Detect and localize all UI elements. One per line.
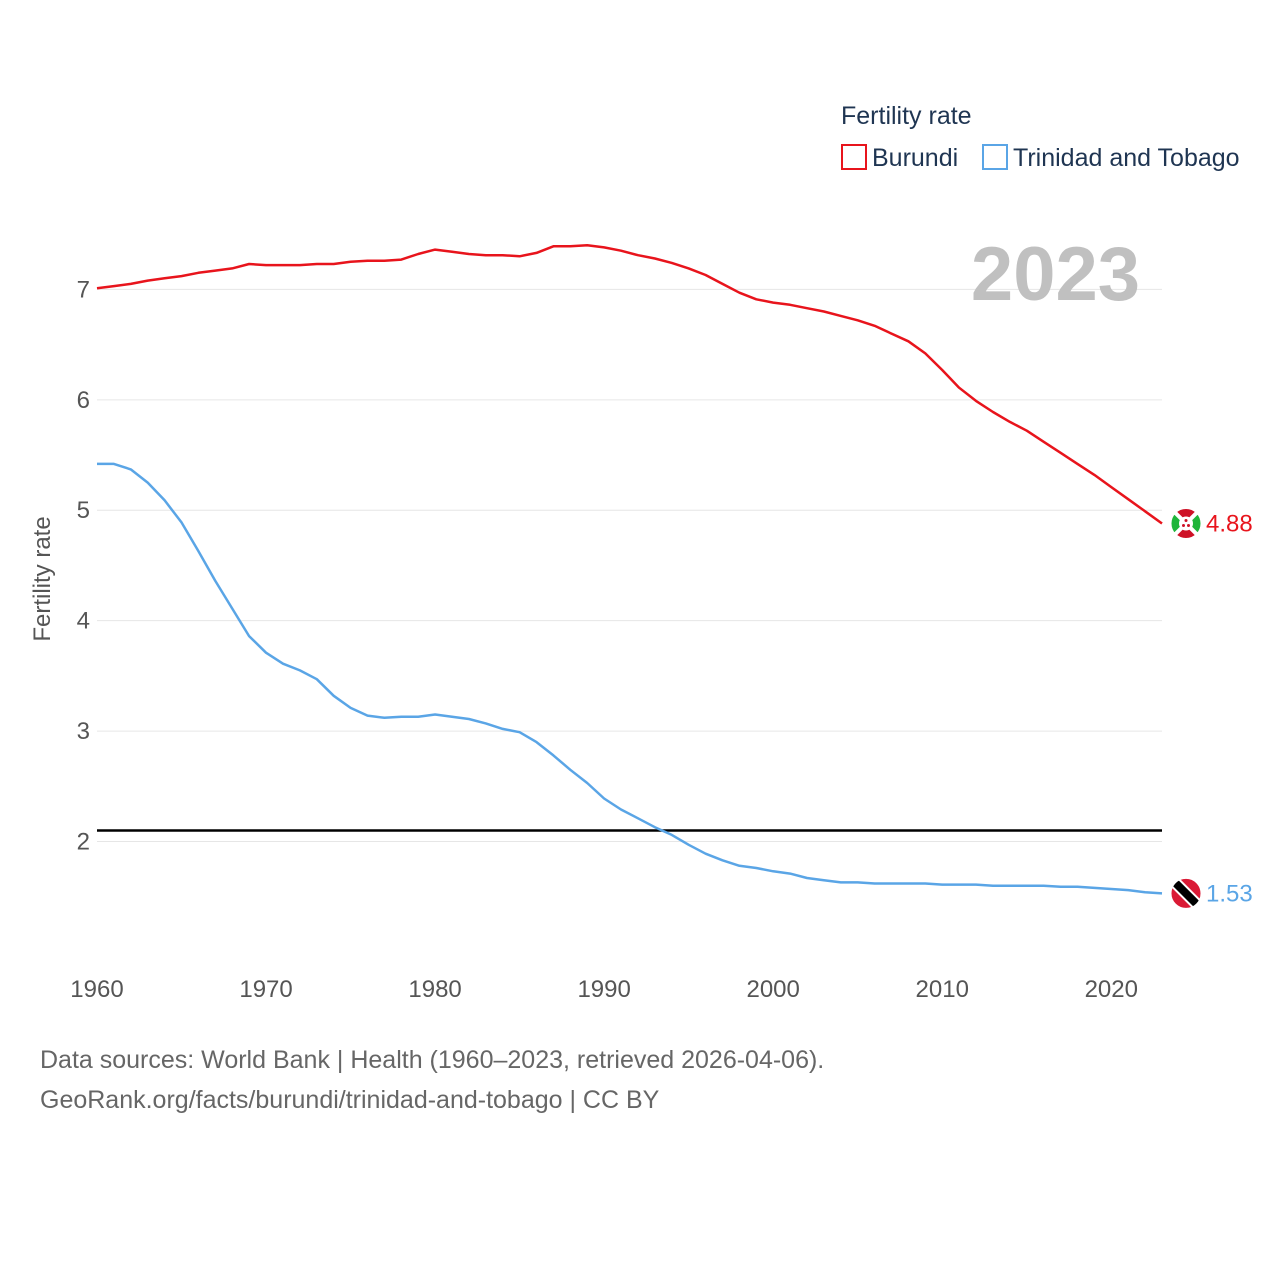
source-line: Data sources: World Bank | Health (1960–… — [40, 1046, 825, 1074]
legend-item-burundi[interactable]: Burundi — [841, 144, 958, 172]
legend-item-trinidad-and-tobago[interactable]: Trinidad and Tobago — [982, 144, 1240, 172]
year-label: 2023 — [971, 232, 1140, 317]
x-tick-label-1980: 1980 — [408, 976, 461, 1003]
y-tick-label-5: 5 — [77, 497, 90, 524]
x-tick-label-2010: 2010 — [916, 976, 969, 1003]
source-url[interactable]: GeoRank.org/facts/burundi/trinidad-and-t… — [40, 1086, 660, 1114]
source-note: Data sources: World Bank | Health (1960–… — [40, 1040, 824, 1120]
x-tick-label-1960: 1960 — [70, 976, 123, 1003]
axis-ticks: 2 3 4 5 6 7 1960 1970 1980 1990 2000 2010 2020 — [70, 276, 1138, 1003]
legend: Fertility rate Burundi Trinidad and Toba… — [841, 102, 1240, 172]
legend-label-trinidad-and-tobago: Trinidad and Tobago — [1013, 144, 1240, 172]
burundi-flag-icon — [1170, 507, 1202, 539]
trinidad-and-tobago-flag-icon — [1170, 877, 1202, 909]
legend-swatch-burundi — [841, 144, 867, 170]
legend-title: Fertility rate — [841, 102, 972, 130]
y-axis-title: Fertility rate — [29, 516, 56, 641]
end-label-burundi: 4.88 — [1206, 510, 1253, 537]
series-line-trinidad-and-tobago[interactable] — [97, 462, 1163, 895]
series-lines — [96, 243, 1163, 895]
x-tick-label-1990: 1990 — [577, 976, 630, 1003]
y-tick-label-3: 3 — [77, 718, 90, 745]
series-line-burundi[interactable] — [96, 243, 1163, 525]
y-tick-label-2: 2 — [77, 829, 90, 856]
y-tick-label-4: 4 — [77, 608, 90, 635]
y-tick-label-7: 7 — [77, 276, 90, 303]
x-tick-label-2020: 2020 — [1085, 976, 1138, 1003]
x-tick-label-2000: 2000 — [746, 976, 799, 1003]
legend-label-burundi: Burundi — [872, 144, 958, 172]
legend-swatch-trinidad-and-tobago — [982, 144, 1008, 170]
end-label-trinidad-and-tobago: 1.53 — [1206, 880, 1253, 907]
series-endpoints: 4.88 1.53 — [1170, 507, 1253, 909]
y-tick-label-6: 6 — [77, 387, 90, 414]
grid-lines — [97, 288, 1162, 843]
x-tick-label-1970: 1970 — [239, 976, 292, 1003]
